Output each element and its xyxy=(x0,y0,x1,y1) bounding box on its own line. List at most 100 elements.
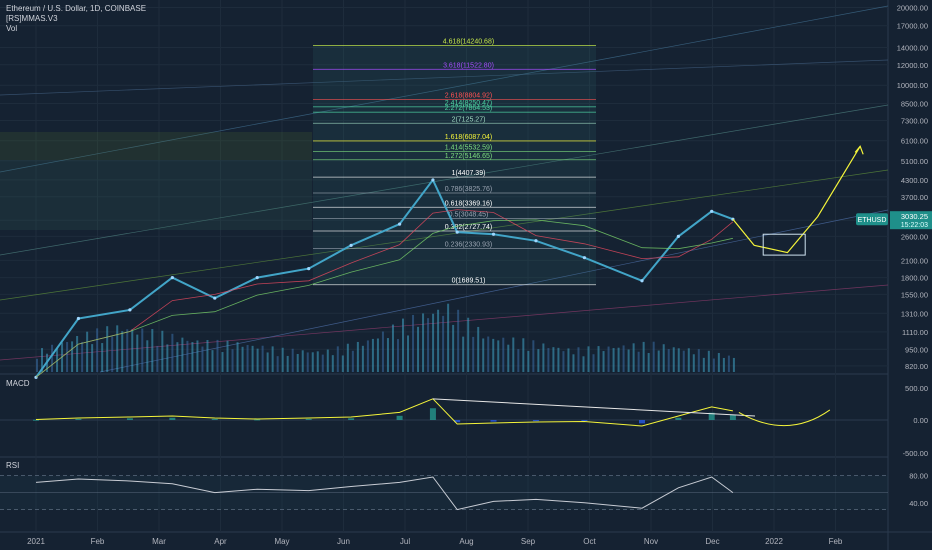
volume-bar xyxy=(196,340,199,372)
time-tick-label: 2021 xyxy=(27,537,45,546)
price-point xyxy=(491,232,496,236)
price-point xyxy=(255,276,259,280)
fib-level-label: 1.618(6087.04) xyxy=(445,134,492,141)
volume-bar xyxy=(366,340,369,372)
price-tick-label: 10000.00 xyxy=(897,81,928,90)
volume-bar xyxy=(111,336,114,372)
price-point xyxy=(307,267,311,271)
volume-bar xyxy=(286,355,289,372)
fib-level-label: 0.382(2727.74) xyxy=(445,224,492,231)
chart-title: Ethereum / U.S. Dollar, 1D, COINBASE xyxy=(6,4,147,13)
volume-bar xyxy=(547,348,550,372)
volume-bar xyxy=(502,337,505,372)
volume-bar xyxy=(642,341,645,372)
volume-bar xyxy=(206,340,209,372)
price-point xyxy=(582,256,587,260)
macd-histogram-bar xyxy=(429,408,436,420)
volume-bar xyxy=(376,338,379,372)
time-tick-label: Feb xyxy=(829,537,843,546)
volume-bar xyxy=(442,315,445,372)
volume-bar xyxy=(592,354,595,372)
volume-bar xyxy=(692,354,695,372)
volume-bar xyxy=(662,344,665,372)
volume-bar xyxy=(71,341,74,372)
price-tick-label: 6100.00 xyxy=(901,137,928,146)
volume-bar xyxy=(386,338,389,372)
volume-bar xyxy=(301,350,304,372)
price-tick-label: 1550.00 xyxy=(901,290,928,299)
time-tick-label: May xyxy=(274,537,289,546)
volume-bar xyxy=(717,353,720,372)
volume-bar xyxy=(557,347,560,372)
volume-bar xyxy=(91,344,94,372)
rsi-line xyxy=(35,476,734,511)
macd-tick-label: 500.00 xyxy=(905,384,928,393)
time-tick-label: 2022 xyxy=(765,537,783,546)
volume-bar xyxy=(687,348,690,372)
countdown-label: 15:22:03 xyxy=(901,222,928,229)
price-point xyxy=(398,222,402,226)
price-tick-label: 7300.00 xyxy=(901,117,928,126)
macd-histogram-bar xyxy=(305,418,312,420)
volume-bar xyxy=(86,331,89,372)
volume-bar xyxy=(116,325,119,372)
volume-bar xyxy=(216,339,219,372)
macd-histogram-bar xyxy=(33,419,39,421)
volume-bar xyxy=(507,344,510,372)
volume-bar xyxy=(81,341,84,372)
fib-level-label: 1(4407.39) xyxy=(452,170,486,177)
volume-bar xyxy=(146,340,149,372)
target-box xyxy=(762,233,806,256)
volume-bar xyxy=(582,356,585,372)
macd-histogram-bar xyxy=(675,417,682,420)
volume-bar xyxy=(407,335,410,372)
trend-line xyxy=(0,5,889,173)
time-tick-label: Nov xyxy=(644,537,658,546)
volume-bar xyxy=(667,349,670,372)
volume-bar xyxy=(452,324,455,372)
price-tick-label: 17000.00 xyxy=(897,22,928,31)
volume-bar xyxy=(331,355,334,372)
rsi-label: RSI xyxy=(6,461,20,470)
volume-bar xyxy=(396,339,399,372)
price-point xyxy=(213,296,217,300)
support-zone xyxy=(0,205,312,230)
fib-level-label: 2.414(8250.47) xyxy=(445,100,492,107)
indicator-label: [RS]MMAS.V3 xyxy=(6,14,58,23)
volume-bar xyxy=(211,350,214,372)
rsi-tick-label: 80.00 xyxy=(909,472,928,481)
fib-level-label: 1.414(5532.59) xyxy=(445,145,492,152)
macd-projection xyxy=(738,409,831,427)
volume-bar xyxy=(66,341,69,372)
fib-level-label: 2(7125.27) xyxy=(452,116,486,123)
volume-bar xyxy=(627,349,630,372)
volume-bar xyxy=(472,336,475,372)
macd-trend-line xyxy=(432,398,756,417)
volume-bar xyxy=(321,354,324,372)
volume-bar xyxy=(136,334,139,372)
price-point xyxy=(676,234,680,238)
macd-histogram-bar xyxy=(454,420,461,423)
volume-bar xyxy=(336,346,339,372)
volume-bar xyxy=(512,337,515,372)
volume-bar xyxy=(166,344,169,372)
volume-bar xyxy=(617,347,620,372)
volume-bar xyxy=(186,340,189,372)
price-tick-label: 2100.00 xyxy=(901,256,928,265)
price-tick-label: 20000.00 xyxy=(897,3,928,12)
time-tick-label: Jun xyxy=(337,537,350,546)
price-tick-label: 4300.00 xyxy=(901,176,928,185)
price-tick-label: 12000.00 xyxy=(897,61,928,70)
volume-bar xyxy=(381,331,384,372)
price-point xyxy=(455,230,459,234)
volume-bar xyxy=(226,340,229,372)
volume-bar xyxy=(121,331,124,372)
time-tick-label: Dec xyxy=(705,537,719,546)
volume-bar xyxy=(712,358,715,372)
fib-level-label: 0.618(3369.16) xyxy=(445,200,492,207)
volume-bar xyxy=(41,348,44,372)
fib-level-label: 4.618(14240.68) xyxy=(443,39,494,46)
last-price-tag xyxy=(890,211,932,230)
volume-bar xyxy=(577,347,580,372)
